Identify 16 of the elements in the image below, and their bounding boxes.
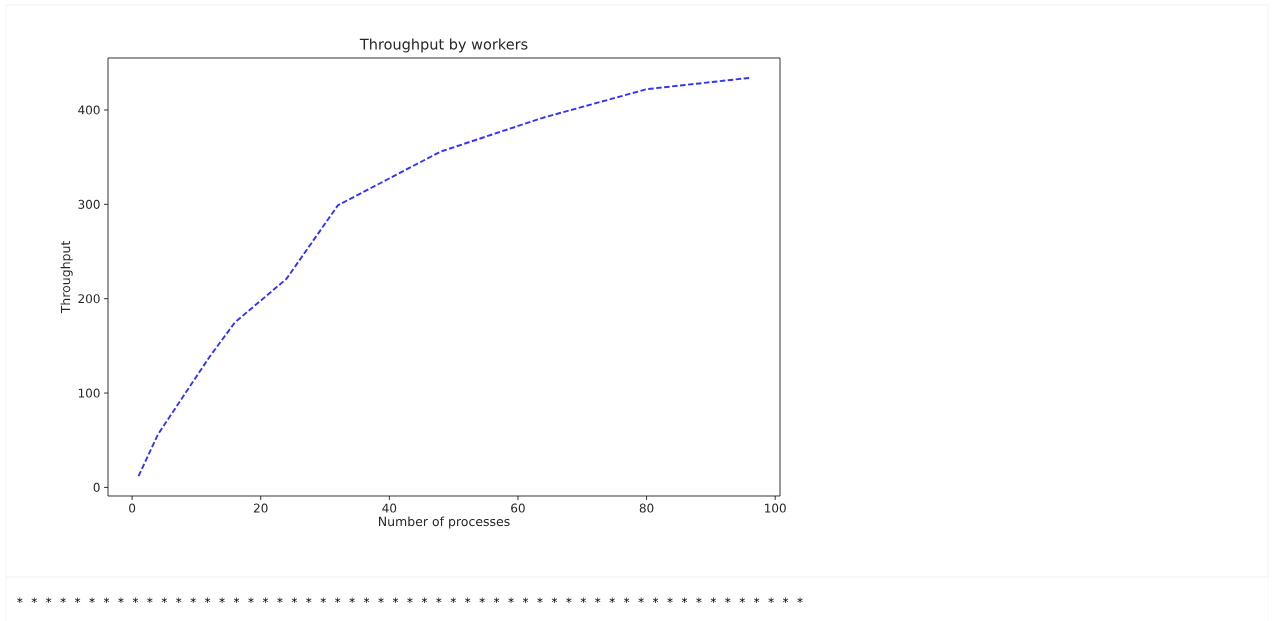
x-tick-label: 0 (129, 503, 136, 513)
y-axis-title: Throughput (60, 240, 73, 314)
y-tick-label: 0 (93, 482, 100, 492)
y-tick-label: 200 (78, 294, 100, 304)
x-tick-label: 60 (511, 503, 525, 513)
x-tick-label: 40 (382, 503, 397, 513)
y-tick-label: 300 (78, 199, 100, 209)
y-tick-label: 400 (78, 105, 100, 115)
y-tick-label: 100 (78, 388, 100, 398)
line-series (137, 76, 751, 478)
x-tick-label: 100 (765, 503, 786, 513)
x-tick-label: 80 (639, 503, 654, 513)
x-axis-title: Number of processes (379, 516, 510, 529)
text: * * * * * * * * * * * * * * * * * * * * * * * * * * * * * * * * * * * * * * * * * * * * * * * * * * * * * * * (17, 597, 803, 604)
chart-title: Throughput by workers (359, 38, 528, 53)
x-tick-label: 20 (253, 503, 268, 513)
